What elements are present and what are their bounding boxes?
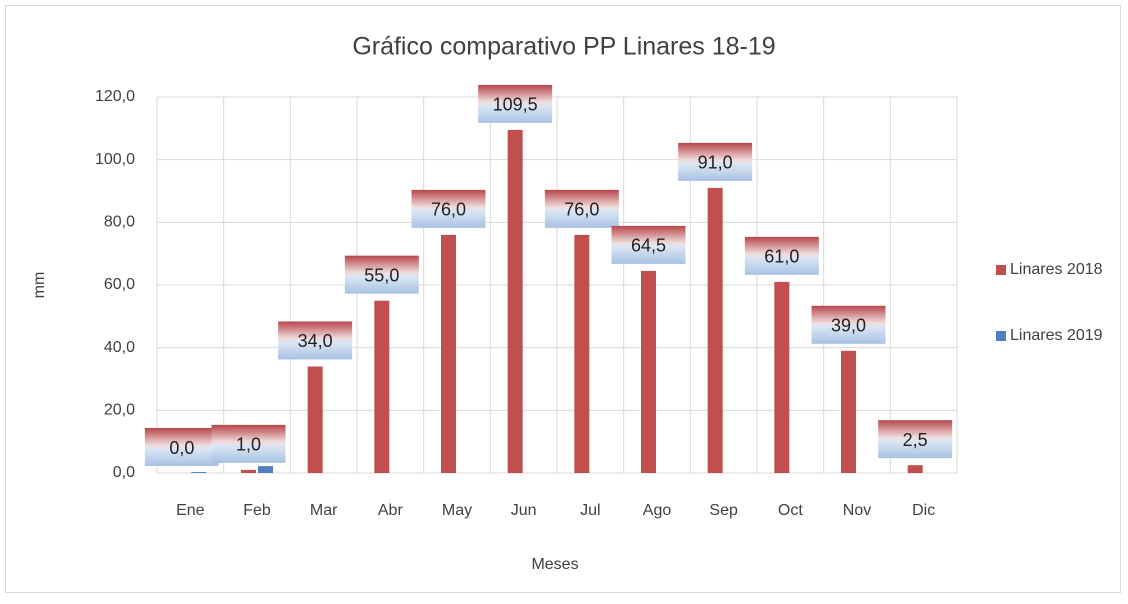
data-label-box	[544, 189, 619, 228]
y-tick-label: 20,0	[104, 402, 135, 419]
chart-border	[5, 5, 1121, 593]
chart-title: Gráfico comparativo PP Linares 18-19	[352, 33, 775, 61]
data-label: 34,0	[298, 331, 333, 351]
y-tick-label: 80,0	[104, 214, 135, 231]
data-label: 109,5	[493, 95, 538, 115]
bar	[241, 469, 256, 473]
legend-label: Linares 2018	[1010, 261, 1103, 278]
y-tick-label: 120,0	[95, 88, 135, 105]
data-label-box	[278, 321, 353, 360]
bar	[707, 187, 723, 473]
legend-swatch	[996, 331, 1006, 341]
data-label-box	[211, 424, 286, 463]
data-label-box	[811, 305, 886, 344]
bar	[441, 234, 456, 473]
x-tick-label: May	[442, 502, 472, 519]
data-label-box	[678, 142, 753, 181]
x-tick-label: Abr	[378, 502, 404, 519]
y-tick-label: 40,0	[104, 339, 135, 356]
bar	[374, 300, 390, 473]
data-label-box	[611, 225, 686, 264]
data-label-box	[344, 255, 419, 294]
legend-swatch	[996, 265, 1006, 275]
x-tick-label: Mar	[310, 502, 338, 519]
data-label: 2,5	[903, 430, 928, 450]
x-tick-label: Sep	[709, 502, 738, 519]
data-label: 0,0	[169, 438, 194, 458]
x-tick-label: Ene	[176, 502, 205, 519]
data-label-box	[144, 428, 219, 466]
bar	[574, 234, 590, 473]
bar	[641, 270, 656, 473]
data-label: 76,0	[564, 200, 599, 220]
data-label: 39,0	[831, 316, 866, 336]
legend-label: Linares 2019	[1010, 327, 1103, 344]
data-label: 64,5	[631, 236, 666, 256]
bar	[841, 350, 856, 473]
y-axis-label: mm	[31, 272, 48, 299]
data-label: 91,0	[698, 153, 733, 173]
x-tick-label: Jul	[580, 502, 600, 519]
bar	[258, 466, 273, 473]
data-label: 1,0	[236, 435, 261, 455]
bar	[191, 472, 207, 473]
data-label-box	[478, 84, 553, 123]
bar	[507, 129, 523, 473]
x-tick-label: Jun	[511, 502, 537, 519]
y-tick-label: 0,0	[113, 464, 135, 481]
x-tick-label: Feb	[243, 502, 271, 519]
data-label: 61,0	[764, 247, 799, 267]
x-axis-label: Meses	[531, 556, 578, 573]
data-label-box	[411, 189, 486, 228]
y-tick-label: 60,0	[104, 276, 135, 293]
data-label: 55,0	[364, 265, 399, 285]
bar	[907, 465, 923, 473]
data-label-box	[878, 420, 953, 459]
x-tick-label: Ago	[643, 502, 672, 519]
bar	[307, 366, 323, 473]
y-tick-label: 100,0	[95, 151, 135, 168]
data-label-box	[744, 236, 819, 275]
x-tick-label: Oct	[778, 502, 803, 519]
x-tick-label: Dic	[912, 502, 935, 519]
x-tick-label: Nov	[843, 502, 871, 519]
bar	[774, 281, 790, 473]
data-label: 76,0	[431, 200, 466, 220]
